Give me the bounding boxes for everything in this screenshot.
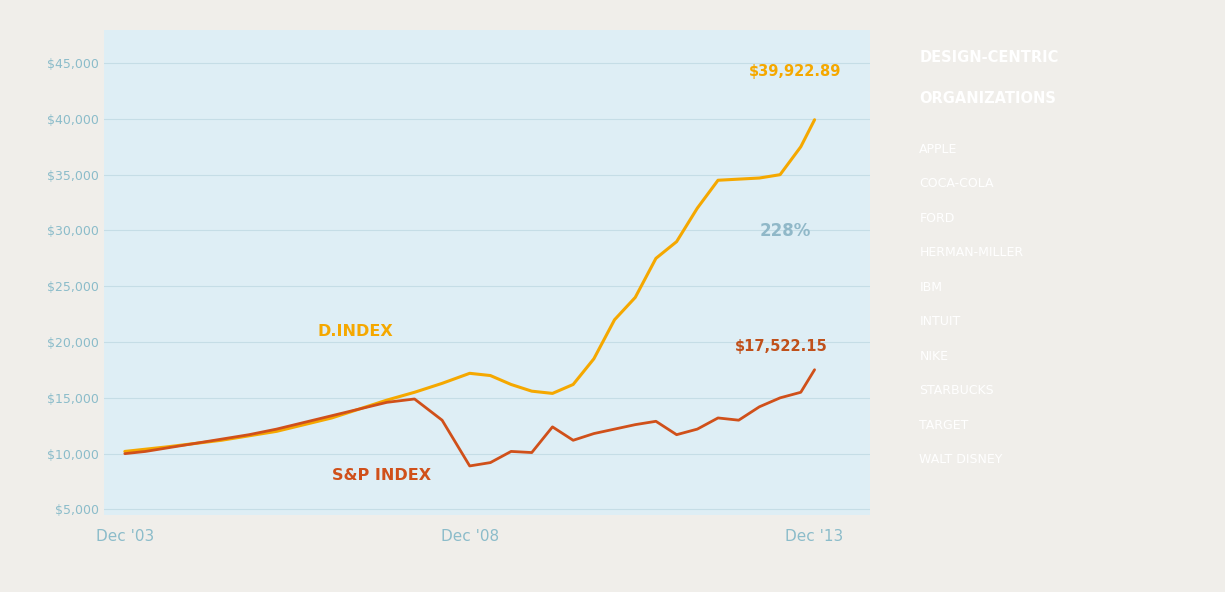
Text: HERMAN-MILLER: HERMAN-MILLER (919, 246, 1024, 259)
Text: $17,522.15: $17,522.15 (735, 339, 828, 354)
Text: IBM: IBM (919, 281, 942, 294)
Text: ORGANIZATIONS: ORGANIZATIONS (919, 91, 1056, 107)
Text: INTUIT: INTUIT (919, 316, 960, 329)
Text: FORD: FORD (919, 212, 954, 225)
Text: STARBUCKS: STARBUCKS (919, 384, 993, 397)
Text: NIKE: NIKE (919, 350, 948, 363)
Text: DESIGN-CENTRIC: DESIGN-CENTRIC (919, 50, 1058, 65)
Text: 228%: 228% (760, 222, 811, 240)
Text: $39,922.89: $39,922.89 (748, 65, 842, 79)
Text: WALT DISNEY: WALT DISNEY (919, 453, 1003, 466)
Text: APPLE: APPLE (919, 143, 958, 156)
Text: TARGET: TARGET (919, 419, 969, 432)
Text: S&P INDEX: S&P INDEX (332, 468, 431, 484)
Text: COCA-COLA: COCA-COLA (919, 178, 993, 191)
Text: D.INDEX: D.INDEX (318, 324, 393, 339)
